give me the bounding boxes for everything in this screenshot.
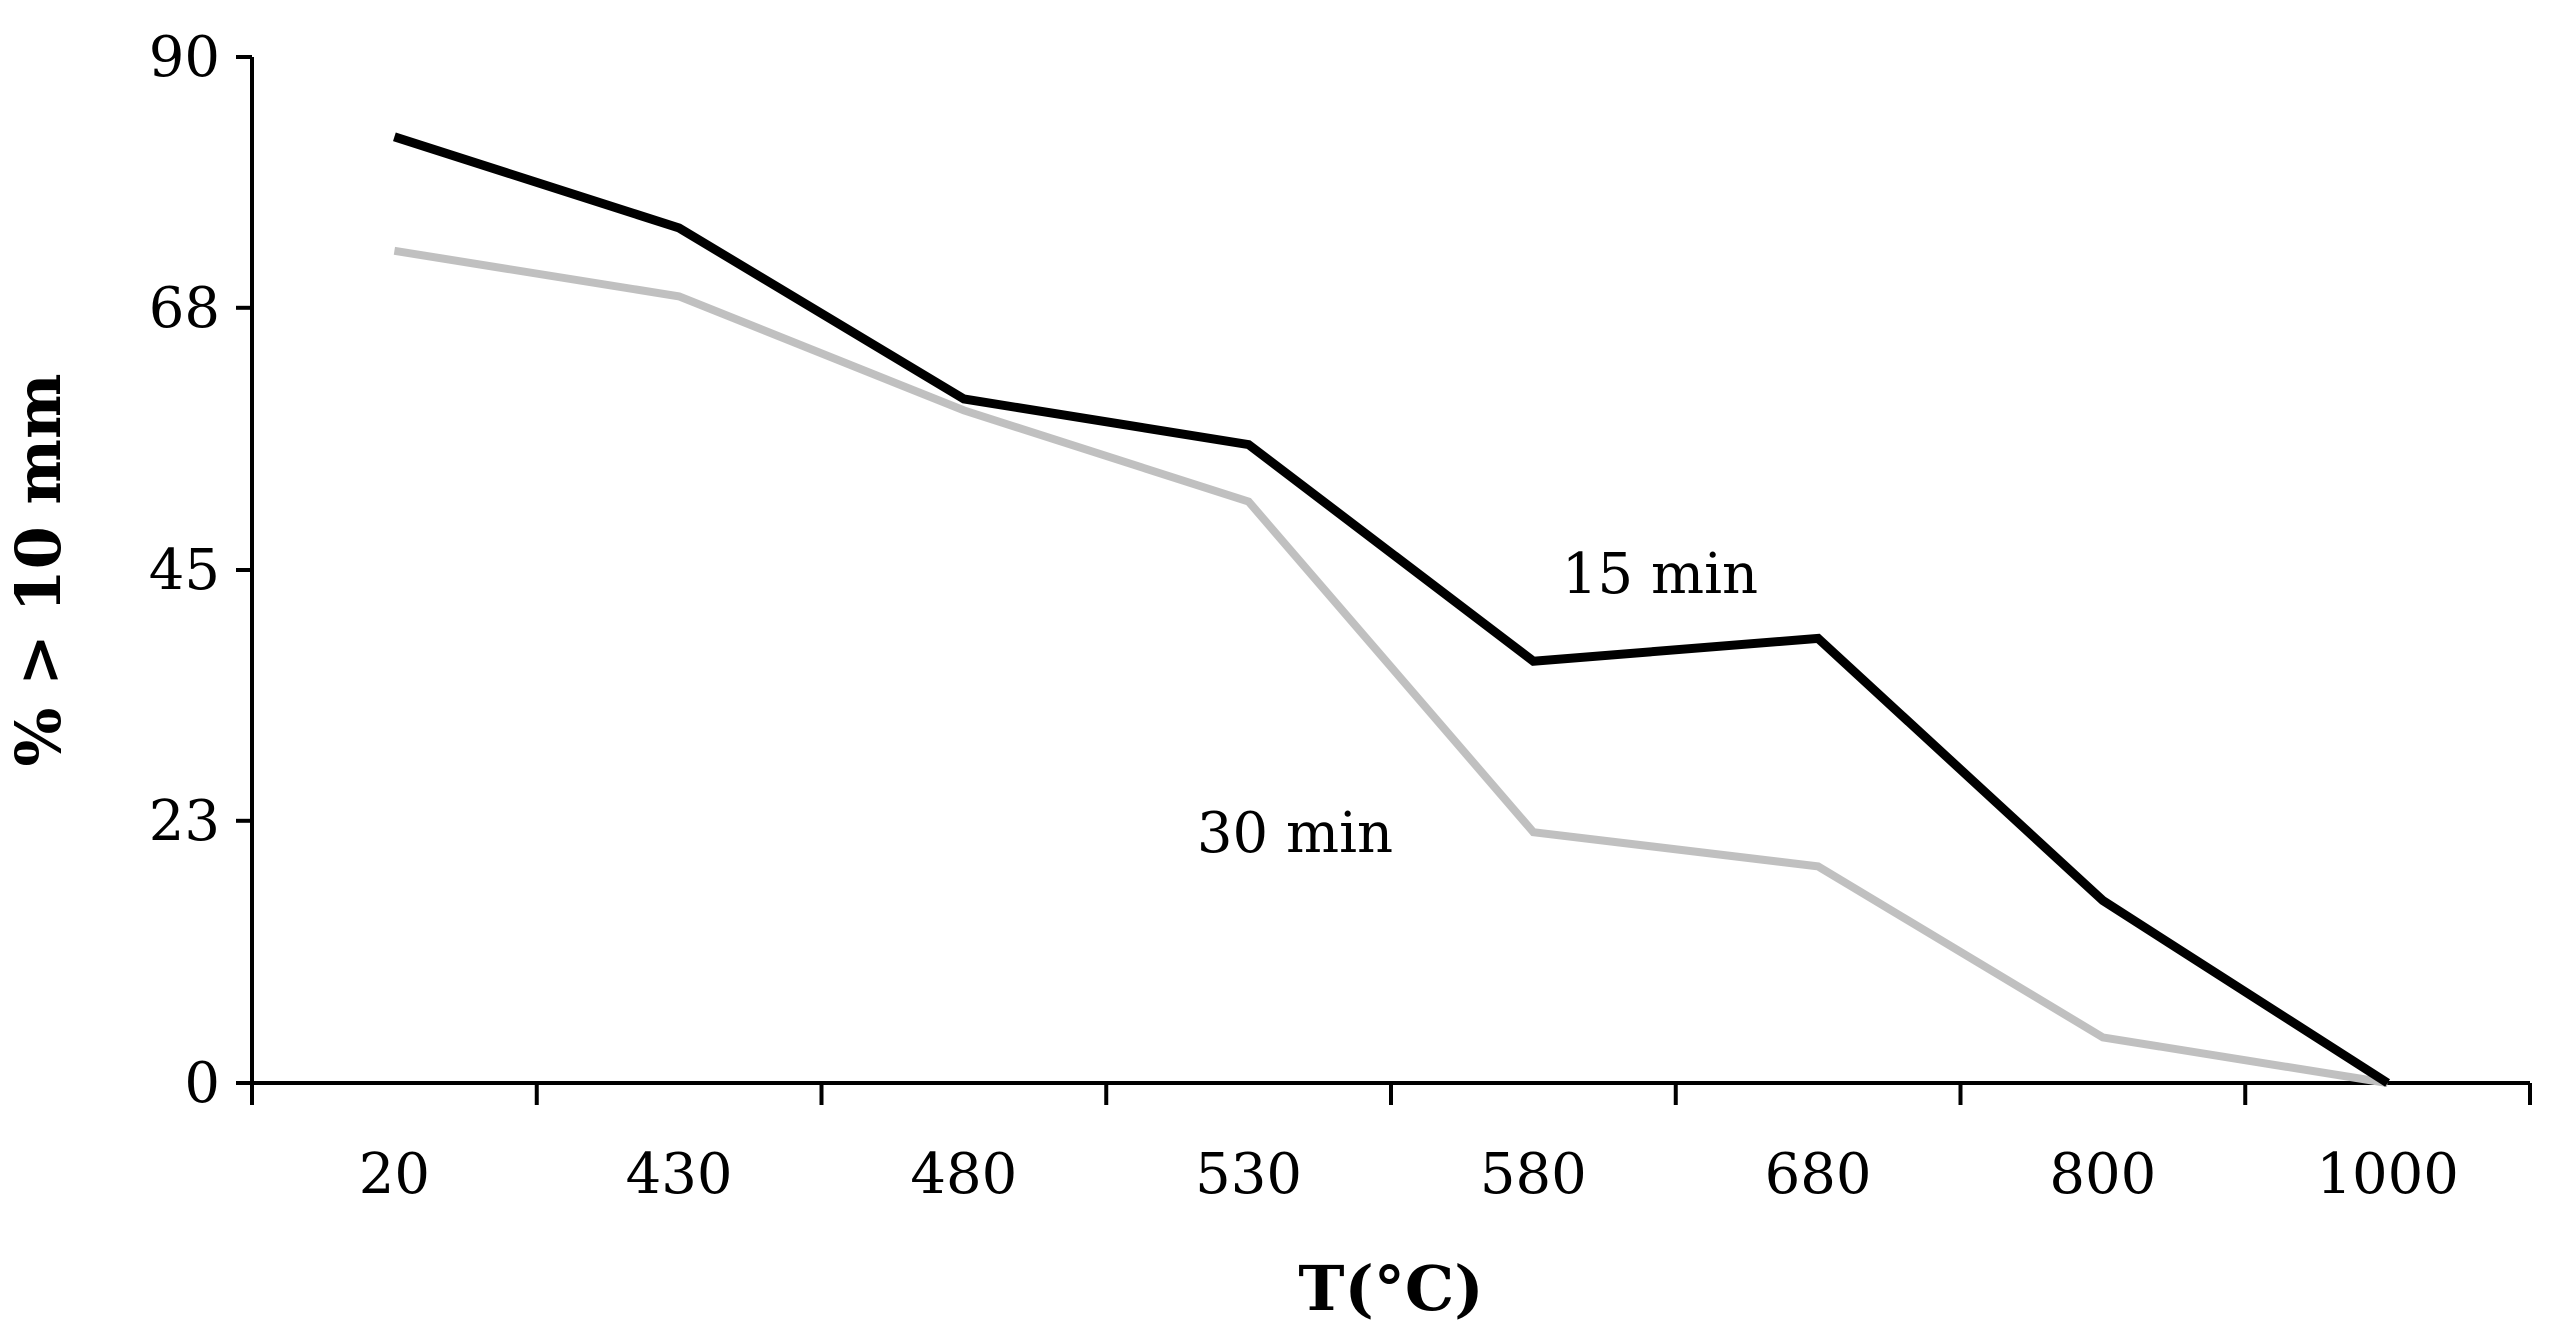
series-line-30-min [393,246,2389,1087]
x-tick-label: 430 [626,1142,733,1207]
x-axis-title: T(°C) [1298,1252,1483,1325]
y-tick-label: 0 [184,1051,220,1116]
series-line-15-min [393,132,2391,1087]
y-tick-label: 90 [149,25,220,90]
y-axis-title: % > 10 mm [2,373,75,766]
annotation-30-min: 30 min [1197,801,1393,866]
annotation-15-min: 15 min [1562,542,1758,607]
y-tick-label: 68 [149,276,220,341]
x-tick-label: 1000 [2316,1142,2459,1207]
series-layer [393,132,2391,1087]
y-tick-label: 23 [149,789,220,854]
x-tick-label: 530 [1195,1142,1302,1207]
y-tick-label: 45 [149,538,220,603]
x-tick-label: 580 [1480,1142,1587,1207]
y-ticks: 0 23 45 68 90 [149,25,252,1116]
x-tick-label: 480 [910,1142,1017,1207]
x-tick-label: 800 [2049,1142,2156,1207]
x-ticks: 20 430 480 530 580 680 800 1000 [250,1083,2532,1207]
x-tick-label: 20 [359,1142,430,1207]
x-tick-label: 680 [1765,1142,1872,1207]
